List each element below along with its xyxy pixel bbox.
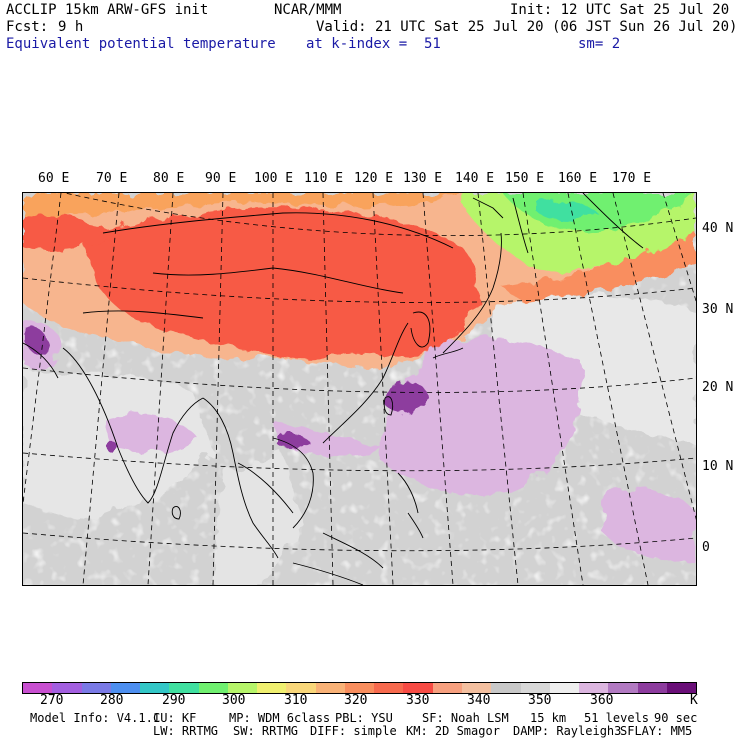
map-canvas [23, 193, 696, 585]
org-label: NCAR/MMM [274, 2, 342, 18]
colorbar-segment [666, 683, 697, 693]
lon-label: 110 E [304, 171, 344, 186]
colorbar-label: 360 [590, 693, 614, 708]
valid-time: Valid: 21 UTC Sat 25 Jul 20 (06 JST Sun … [316, 19, 738, 35]
colorbar-segment [432, 683, 462, 693]
model-info-res: 15 km [530, 711, 567, 725]
colorbar-segment [608, 683, 638, 693]
lon-label: 60 E [38, 171, 70, 186]
colorbar-label: 340 [467, 693, 491, 708]
colorbar-segment [461, 683, 492, 693]
colorbar-segment [227, 683, 258, 693]
model-info-pbl: PBL: YSU [335, 711, 393, 725]
lon-label: 130 E [403, 171, 443, 186]
colorbar-segment [315, 683, 345, 693]
colorbar-unit: K [690, 693, 698, 708]
colorbar [22, 682, 697, 694]
lon-label: 160 E [558, 171, 598, 186]
lat-label: 0 [702, 540, 710, 555]
lat-label: 20 N [702, 380, 734, 395]
model-info-sflay: SFLAY: MM5 [620, 724, 693, 738]
fcst-value: 9 h [58, 19, 84, 35]
lon-label: 90 E [205, 171, 237, 186]
coastlines [23, 193, 644, 585]
model-info-version: Model Info: V4.1.1 [30, 711, 161, 725]
colorbar-segment [637, 683, 667, 693]
lon-label: 100 E [254, 171, 294, 186]
model-info-levels: 51 levels [584, 711, 650, 725]
colorbar-segment [198, 683, 228, 693]
colorbar-label: 290 [162, 693, 186, 708]
colorbar-segment [23, 683, 53, 693]
model-info-mp: MP: WDM 6class [229, 711, 331, 725]
lon-label: 140 E [455, 171, 495, 186]
colorbar-segment [110, 683, 141, 693]
model-info-dt: 90 sec [654, 711, 698, 725]
colorbar-label: 320 [344, 693, 368, 708]
colorbar-segment [579, 683, 609, 693]
colorbar-label: 330 [406, 693, 430, 708]
fcst-label: Fcst: [6, 19, 49, 35]
colorbar-segment [403, 683, 433, 693]
model-info-lw: LW: RRTMG [153, 724, 219, 738]
model-info-sw: SW: RRTMG [233, 724, 299, 738]
colorbar-segment [140, 683, 170, 693]
model-title: ACCLIP 15km ARW-GFS init [6, 2, 209, 18]
colorbar-segment [52, 683, 82, 693]
field-shading [23, 193, 696, 585]
lat-label: 30 N [702, 302, 734, 317]
model-info-diff: DIFF: simple [310, 724, 397, 738]
lon-label: 150 E [505, 171, 545, 186]
colorbar-segment [286, 683, 316, 693]
colorbar-segment [374, 683, 404, 693]
colorbar-segment [169, 683, 199, 693]
lon-label: 70 E [96, 171, 128, 186]
level-index: at k-index = 51 [306, 36, 441, 52]
colorbar-segment [257, 683, 287, 693]
colorbar-label: 350 [528, 693, 552, 708]
theta-e-map [22, 192, 697, 586]
lon-label: 80 E [153, 171, 185, 186]
lat-label: 10 N [702, 459, 734, 474]
model-info-cu: CU: KF [153, 711, 197, 725]
model-info-sf: SF: Noah LSM [422, 711, 509, 725]
graticule [23, 193, 696, 585]
colorbar-segment [344, 683, 375, 693]
colorbar-segment [491, 683, 521, 693]
colorbar-segment [520, 683, 550, 693]
colorbar-label: 300 [222, 693, 246, 708]
colorbar-segment [81, 683, 111, 693]
colorbar-segment [549, 683, 580, 693]
colorbar-label: 280 [100, 693, 124, 708]
lon-label: 170 E [612, 171, 652, 186]
lon-label: 120 E [354, 171, 394, 186]
model-info-km: KM: 2D Smagor [406, 724, 500, 738]
smoothing: sm= 2 [578, 36, 621, 52]
lat-label: 40 N [702, 221, 734, 236]
model-info-damp: DAMP: Rayleigh3 [513, 724, 622, 738]
field-name: Equivalent potential temperature [6, 36, 276, 52]
init-time: Init: 12 UTC Sat 25 Jul 20 [510, 2, 730, 18]
colorbar-label: 270 [40, 693, 64, 708]
colorbar-label: 310 [284, 693, 308, 708]
